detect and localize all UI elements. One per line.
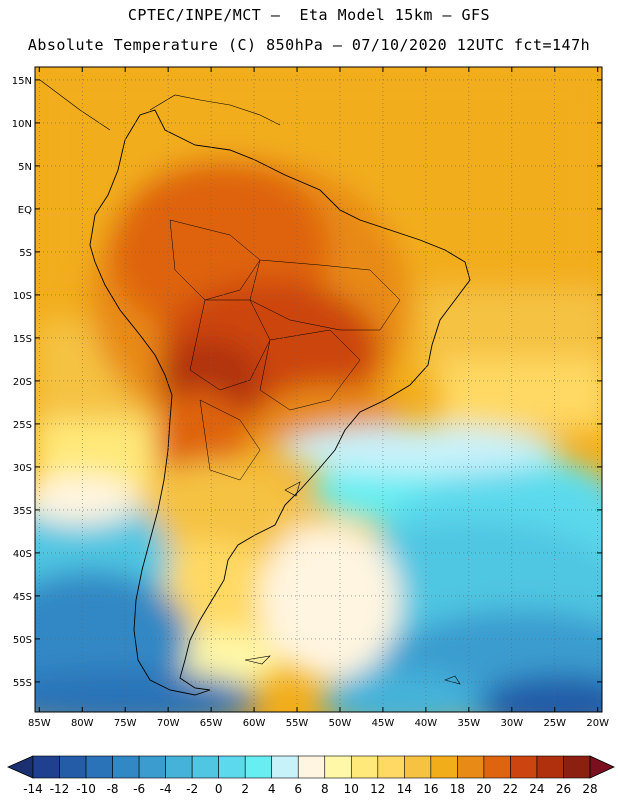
- lon-label: 30W: [500, 718, 523, 729]
- colorbar-label: 20: [476, 782, 491, 796]
- colorbar-label: -6: [133, 782, 145, 796]
- lat-label: 35S: [13, 506, 32, 517]
- colorbar-bin: [218, 755, 246, 779]
- lon-label: 85W: [28, 718, 51, 729]
- colorbar-label: 4: [268, 782, 276, 796]
- lon-label: 40W: [415, 718, 438, 729]
- colorbar-label: 22: [503, 782, 518, 796]
- colorbar-bin: [59, 755, 87, 779]
- lat-label: 10S: [13, 291, 32, 302]
- colorbar-bin: [191, 755, 219, 779]
- colorbar-bin: [563, 755, 591, 779]
- lat-label: 15N: [12, 76, 32, 87]
- colorbar-label: 14: [397, 782, 412, 796]
- colorbar-label: 8: [321, 782, 329, 796]
- colorbar-label: 0: [215, 782, 223, 796]
- colorbar-label: -12: [50, 782, 70, 796]
- lat-label: 25S: [13, 420, 32, 431]
- colorbar-label: 24: [529, 782, 544, 796]
- map-title-line2: Absolute Temperature (C) 850hPa — 07/10/…: [27, 36, 591, 54]
- lat-label: 50S: [13, 635, 32, 646]
- colorbar-bin: [377, 755, 405, 779]
- colorbar-labels: -14 -12 -10 -8 -6 -4 -2 0 2 4 6 8 10 12 14 16 18 20 22 24 26…: [23, 782, 597, 796]
- colorbar-bin: [350, 755, 379, 779]
- colorbar-bin: [510, 755, 538, 779]
- colorbar-bin: [404, 755, 432, 779]
- lon-label: 35W: [458, 718, 481, 729]
- lat-label: 10N: [12, 119, 32, 130]
- lat-label: 45S: [13, 592, 32, 603]
- colorbar-label: -4: [160, 782, 172, 796]
- colorbar-bin: [165, 755, 193, 779]
- lat-label: 20S: [13, 377, 32, 388]
- lon-label: 25W: [543, 718, 566, 729]
- colorbar-bin: [271, 755, 299, 779]
- colorbar-bin: [324, 755, 352, 779]
- gridlines: [35, 67, 602, 712]
- colorbar-label: 28: [582, 782, 597, 796]
- lon-label: 80W: [71, 718, 94, 729]
- colorbar-bin: [85, 755, 113, 779]
- longitude-axis: 85W 80W 75W 70W 65W 60W 55W 50W 45W 40W 35W 30W 25W 2…: [28, 67, 609, 729]
- latitude-axis: 15N 10N 5N EQ 5S 10S 15S 20S 25S 30S 35S 40S 45S 50S 5…: [12, 76, 602, 689]
- colorbar-label: 6: [294, 782, 302, 796]
- lon-label: 65W: [200, 718, 223, 729]
- lon-label: 20W: [586, 718, 609, 729]
- colorbar-label: 18: [450, 782, 465, 796]
- colorbar-bin: [483, 755, 511, 779]
- lon-label: 75W: [114, 718, 137, 729]
- colorbar-bin: [430, 755, 458, 779]
- colorbar: [7, 755, 615, 779]
- colorbar-label: 10: [344, 782, 359, 796]
- colorbar-bin: [297, 755, 326, 779]
- lat-label: 55S: [13, 678, 32, 689]
- colorbar-bin: [112, 755, 140, 779]
- colorbar-bin: [32, 755, 60, 779]
- lat-label: EQ: [18, 205, 32, 216]
- lat-label: 5N: [18, 162, 32, 173]
- lat-label: 30S: [13, 463, 32, 474]
- lon-label: 50W: [329, 718, 352, 729]
- lon-label: 70W: [157, 718, 180, 729]
- lat-label: 5S: [19, 248, 32, 259]
- map-title-line1: CPTEC/INPE/MCT — Eta Model 15km — GFS: [127, 6, 491, 24]
- colorbar-label: 12: [370, 782, 385, 796]
- lat-label: 40S: [13, 549, 32, 560]
- lon-label: 60W: [243, 718, 266, 729]
- colorbar-label: -14: [23, 782, 43, 796]
- colorbar-label: -8: [107, 782, 119, 796]
- colorbar-over-arrow: [589, 755, 615, 779]
- lat-label: 15S: [13, 334, 32, 345]
- colorbar-label: 26: [556, 782, 571, 796]
- colorbar-bin: [457, 755, 485, 779]
- lon-label: 45W: [372, 718, 395, 729]
- lon-label: 55W: [286, 718, 309, 729]
- map-frame: [34, 66, 603, 713]
- colorbar-bin: [138, 755, 166, 779]
- temperature-field: [35, 67, 602, 712]
- colorbar-bin: [244, 755, 273, 779]
- colorbar-label: 16: [423, 782, 438, 796]
- colorbar-label: 2: [241, 782, 249, 796]
- coastline: [39, 79, 471, 696]
- colorbar-label: -2: [186, 782, 198, 796]
- colorbar-label: -10: [76, 782, 96, 796]
- colorbar-under-arrow: [7, 755, 34, 779]
- colorbar-bin: [536, 755, 564, 779]
